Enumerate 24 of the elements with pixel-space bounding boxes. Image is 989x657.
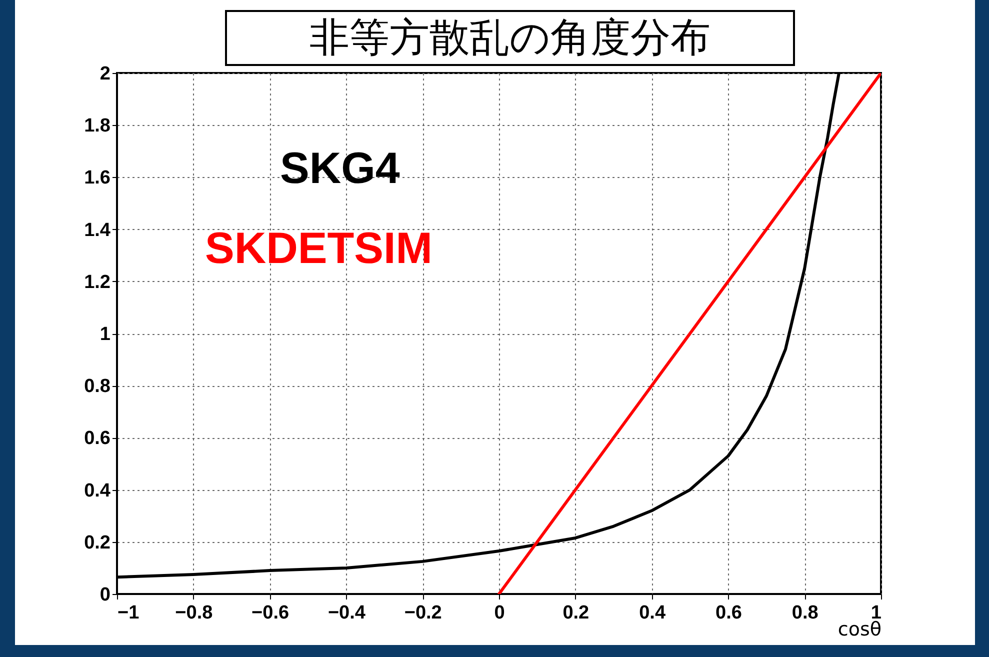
x-tick-label: −1: [118, 602, 140, 624]
chart-title: 非等方散乱の角度分布: [225, 10, 795, 66]
x-tick-label: −0.2: [404, 602, 442, 624]
x-tick-label: −0.4: [328, 602, 366, 624]
y-tick-label: 0: [100, 584, 110, 606]
y-tick-label: 0.8: [84, 376, 110, 398]
y-tick-label: 1.2: [84, 272, 110, 293]
y-tick-label: 1: [100, 324, 111, 345]
x-tick-label: 0: [494, 602, 505, 624]
x-tick-label: 0.2: [562, 602, 590, 624]
x-tick-label: −0.6: [252, 602, 290, 624]
text: SKDETSIM: [205, 224, 432, 273]
x-tick-label: 0.8: [792, 602, 818, 624]
x-tick-label: 0.4: [639, 602, 666, 624]
y-tick-label: 0.6: [84, 428, 110, 450]
x-tick-label: −0.8: [175, 602, 213, 624]
y-tick-label: 2: [100, 64, 110, 84]
y-tick-label: 1.8: [84, 116, 110, 137]
y-tick-label: 1.6: [84, 168, 110, 189]
y-tick-label: 0.4: [84, 480, 111, 502]
y-tick-label: 1.4: [84, 220, 111, 241]
text: SKG4: [280, 144, 400, 193]
x-tick-label: 0.6: [715, 602, 742, 624]
y-tick-label: 0.2: [84, 532, 110, 554]
